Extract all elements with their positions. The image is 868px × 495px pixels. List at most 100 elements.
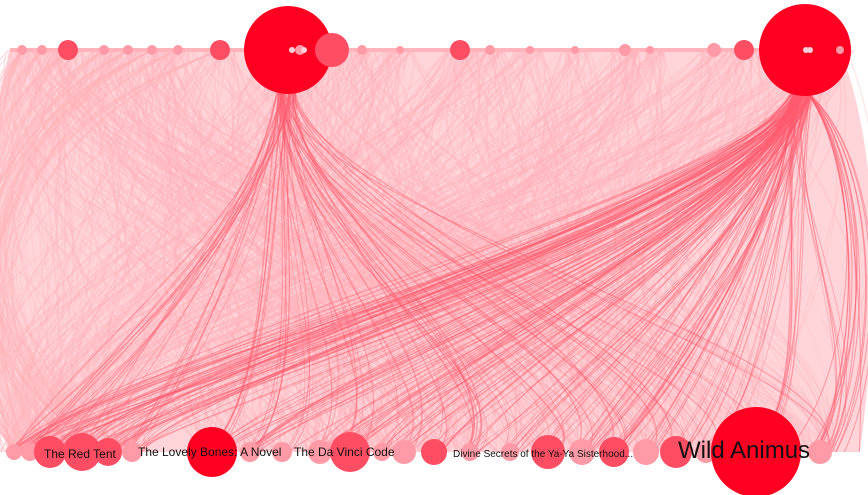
edge bbox=[0, 49, 83, 453]
edge bbox=[243, 49, 341, 453]
graph-node[interactable] bbox=[240, 442, 260, 462]
edge bbox=[0, 49, 109, 453]
edge bbox=[214, 49, 539, 453]
edge bbox=[106, 79, 801, 453]
edge bbox=[406, 49, 705, 453]
edge bbox=[210, 79, 292, 453]
graph-node[interactable] bbox=[450, 40, 470, 60]
graph-node[interactable] bbox=[21, 443, 39, 461]
graph-node[interactable] bbox=[94, 438, 122, 466]
graph-node[interactable] bbox=[660, 436, 692, 468]
graph-node[interactable] bbox=[836, 46, 844, 54]
graph-node[interactable] bbox=[646, 46, 654, 54]
edge bbox=[42, 49, 677, 453]
graph-node[interactable] bbox=[315, 33, 349, 67]
edge bbox=[142, 49, 199, 453]
edge bbox=[244, 79, 297, 453]
graph-node[interactable] bbox=[37, 45, 47, 55]
graph-node[interactable] bbox=[461, 443, 479, 461]
edge bbox=[183, 49, 402, 453]
edge bbox=[327, 79, 800, 453]
edge bbox=[294, 79, 358, 453]
graph-node[interactable] bbox=[711, 407, 801, 495]
edge bbox=[35, 49, 739, 453]
label-red-tent[interactable]: The Red Tent bbox=[44, 447, 116, 461]
graph-node[interactable] bbox=[526, 46, 534, 54]
edge bbox=[442, 49, 541, 453]
label-wild-animus[interactable]: Wild Animus bbox=[678, 437, 810, 464]
graph-node[interactable] bbox=[808, 440, 832, 464]
edge bbox=[119, 49, 182, 453]
edge bbox=[0, 49, 23, 453]
edge bbox=[3, 49, 435, 453]
graph-node[interactable] bbox=[308, 440, 332, 464]
edge bbox=[656, 49, 748, 453]
graph-node[interactable] bbox=[330, 432, 370, 472]
edge bbox=[0, 49, 104, 453]
edge bbox=[0, 49, 402, 453]
edge bbox=[391, 49, 835, 453]
edge bbox=[592, 49, 754, 453]
graph-node[interactable] bbox=[6, 444, 22, 460]
edge bbox=[0, 49, 133, 453]
edge bbox=[13, 49, 471, 453]
edge bbox=[436, 49, 578, 453]
edge bbox=[557, 49, 664, 453]
edge bbox=[323, 79, 810, 453]
graph-node[interactable] bbox=[272, 442, 292, 462]
edge bbox=[144, 49, 584, 453]
edge bbox=[62, 49, 360, 453]
graph-node[interactable] bbox=[187, 427, 237, 477]
graph-node[interactable] bbox=[373, 443, 391, 461]
edge bbox=[34, 49, 371, 453]
edge bbox=[292, 79, 482, 453]
graph-node[interactable] bbox=[210, 40, 230, 60]
edge bbox=[362, 49, 657, 453]
edge bbox=[380, 49, 528, 453]
label-lovely-bones[interactable]: The Lovely Bones: A Novel bbox=[138, 445, 281, 459]
graph-node[interactable] bbox=[147, 45, 157, 55]
graph-node[interactable] bbox=[392, 440, 416, 464]
graph-node[interactable] bbox=[357, 45, 367, 55]
graph-node[interactable] bbox=[17, 45, 27, 55]
graph-node[interactable] bbox=[244, 6, 332, 94]
label-ya-ya-sisterhood[interactable]: Divine Secrets of the Ya-Ya Sisterhood..… bbox=[453, 449, 633, 460]
edge bbox=[37, 79, 294, 453]
edge bbox=[469, 49, 769, 453]
edge bbox=[0, 49, 208, 453]
graph-node[interactable] bbox=[734, 40, 754, 60]
graph-node[interactable] bbox=[122, 442, 142, 462]
graph-node[interactable] bbox=[571, 46, 579, 54]
graph-node[interactable] bbox=[485, 45, 495, 55]
edge bbox=[277, 79, 483, 453]
label-da-vinci-code[interactable]: The Da Vinci Code bbox=[294, 445, 395, 459]
graph-node[interactable] bbox=[123, 45, 133, 55]
graph-node[interactable] bbox=[707, 43, 721, 57]
edge bbox=[0, 49, 138, 453]
edge bbox=[55, 49, 124, 453]
edge bbox=[82, 49, 829, 453]
graph-node[interactable] bbox=[501, 443, 519, 461]
graph-node[interactable] bbox=[99, 45, 109, 55]
graph-node[interactable] bbox=[396, 46, 404, 54]
edge bbox=[67, 49, 761, 453]
graph-node[interactable] bbox=[58, 40, 78, 60]
graph-node[interactable] bbox=[531, 435, 565, 469]
graph-node[interactable] bbox=[633, 439, 659, 465]
edge bbox=[321, 49, 747, 453]
edge bbox=[16, 49, 849, 453]
edge bbox=[329, 49, 661, 453]
edge bbox=[292, 79, 566, 453]
graph-node[interactable] bbox=[599, 437, 629, 467]
graph-node[interactable] bbox=[421, 439, 447, 465]
edge bbox=[55, 49, 384, 453]
edge bbox=[156, 49, 814, 453]
graph-node[interactable] bbox=[173, 45, 183, 55]
graph-node[interactable] bbox=[63, 433, 101, 471]
graph-node[interactable] bbox=[34, 436, 66, 468]
graph-node[interactable] bbox=[569, 439, 595, 465]
edge bbox=[70, 49, 475, 453]
edge bbox=[328, 49, 456, 453]
edge bbox=[101, 49, 190, 453]
graph-node[interactable] bbox=[619, 44, 631, 56]
